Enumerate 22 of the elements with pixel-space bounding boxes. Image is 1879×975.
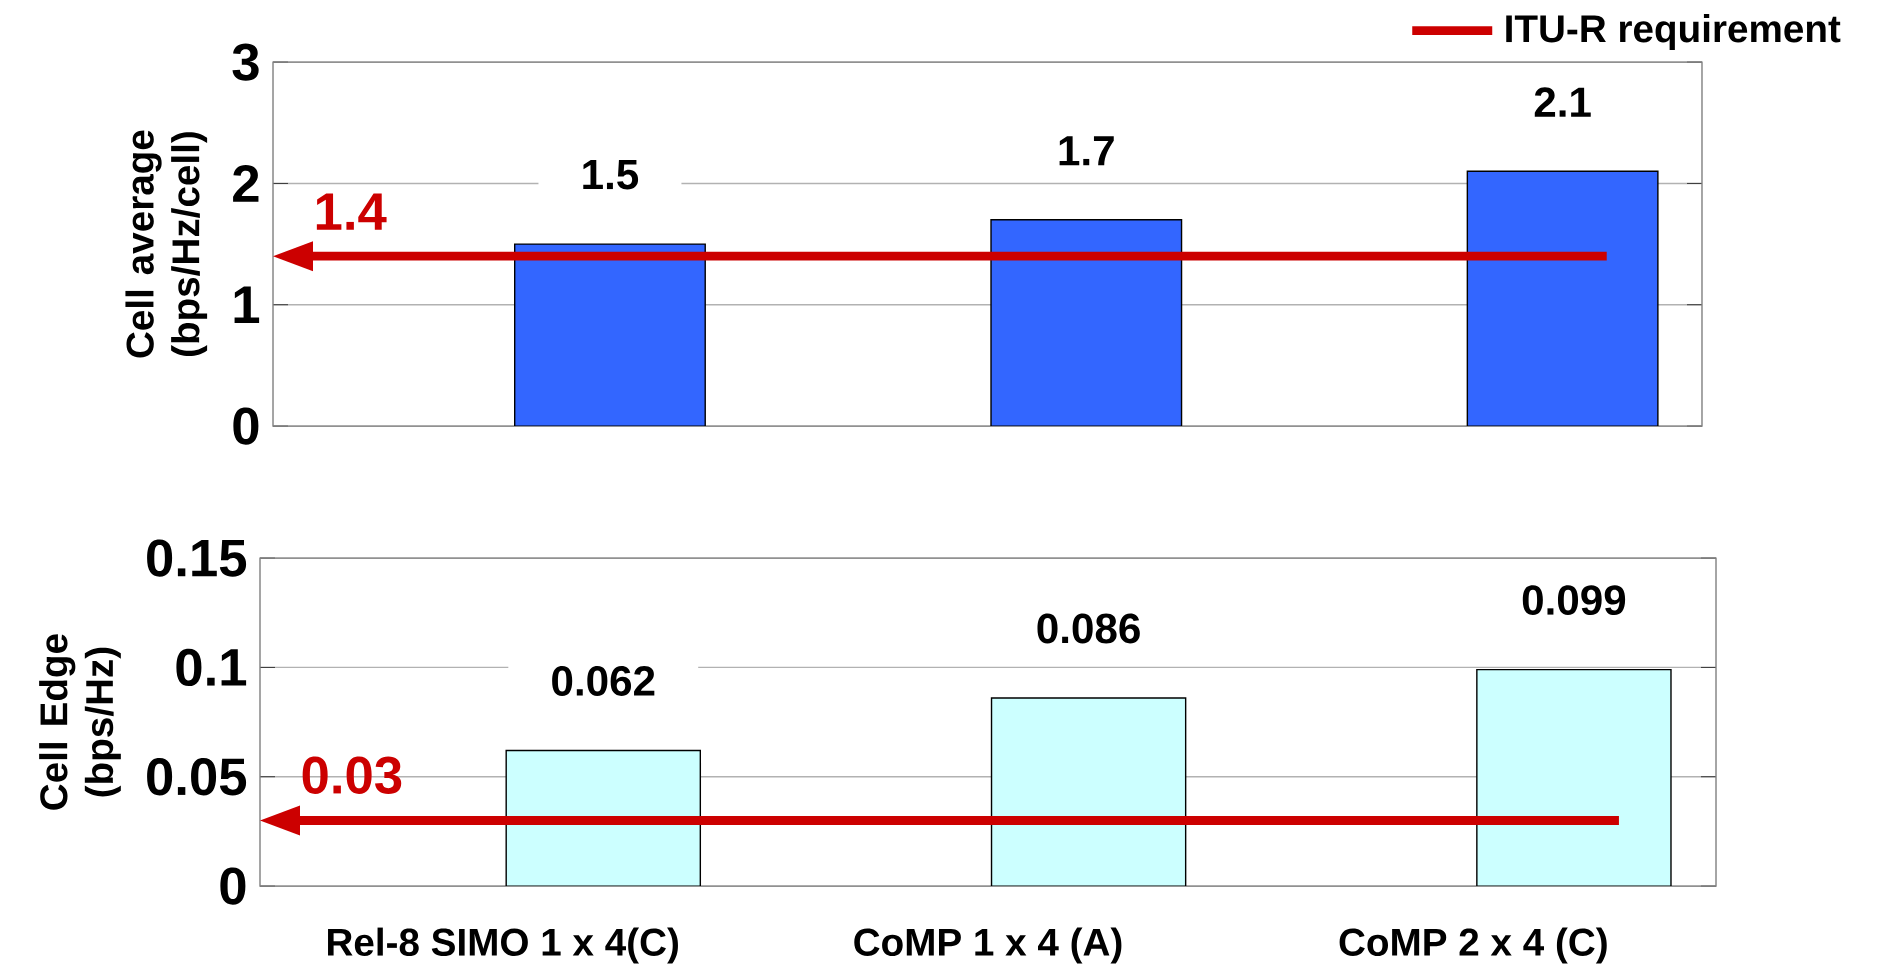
x-tick-label: CoMP 2 x 4 (C) xyxy=(1339,927,1607,964)
x-tick-label: Rel-8 SIMO 1 x 4(C) xyxy=(328,927,678,964)
data-label: 0.086 xyxy=(1037,613,1140,644)
y-tick-label: 0.15 xyxy=(147,539,247,577)
y-axis-title: Cell average (bps/Hz/cell) xyxy=(125,130,208,358)
annotation: 0.03 xyxy=(302,756,402,794)
data-label: 1.5 xyxy=(583,159,639,190)
y-tick-label: 0 xyxy=(220,867,246,905)
annotation: 1.4 xyxy=(316,193,387,230)
y-tick-label: 1 xyxy=(234,286,260,323)
y-tick-label: 0.05 xyxy=(147,757,247,796)
data-label: 0.062 xyxy=(552,665,655,696)
x-tick-label: CoMP 1 x 4 (A) xyxy=(854,927,1122,964)
y-tick-label: 2 xyxy=(233,164,259,202)
legend-label: ITU-R requirement xyxy=(1506,13,1841,50)
data-label: 1.7 xyxy=(1059,136,1114,166)
y-axis-title: Cell Edge (bps/Hz) xyxy=(39,634,121,810)
data-label: 2.1 xyxy=(1534,87,1591,117)
y-tick-label: 0 xyxy=(233,407,259,445)
y-tick-label: 0.1 xyxy=(176,648,247,686)
y-tick-label: 3 xyxy=(232,43,259,81)
data-label: 0.099 xyxy=(1522,585,1626,615)
